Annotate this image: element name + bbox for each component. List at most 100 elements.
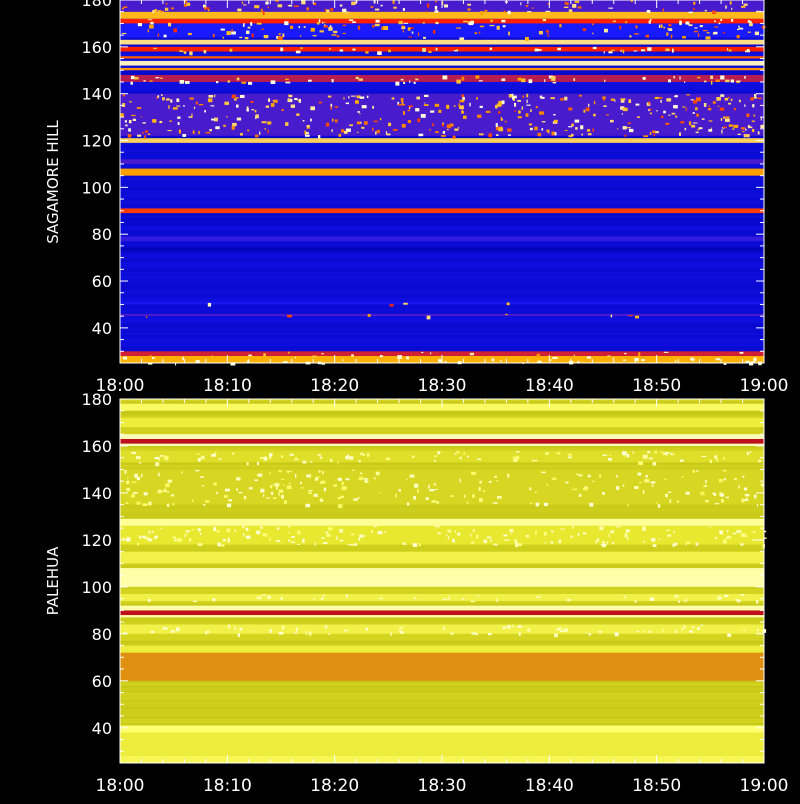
palehua-heatmap-speckle — [271, 491, 274, 495]
palehua-heatmap-speckle — [487, 632, 492, 636]
palehua-heatmap-speckle — [218, 458, 222, 460]
palehua-heatmap-speckle — [475, 633, 478, 636]
sagamore-hill-heatmap-band — [120, 67, 764, 71]
palehua-heatmap-speckle — [576, 473, 579, 475]
sagamore-hill-heatmap-speckle — [738, 25, 740, 28]
palehua-heatmap-speckle — [566, 598, 571, 602]
palehua-y-tick-label: 160 — [81, 437, 112, 456]
sagamore-hill-heatmap-speckle — [172, 107, 178, 110]
sagamore-hill-heatmap-speckle — [370, 6, 374, 8]
sagamore-hill-heatmap-speckle — [508, 94, 514, 98]
sagamore-hill-heatmap-speckle — [762, 26, 765, 29]
palehua-heatmap-speckle — [321, 537, 325, 539]
sagamore-hill-heatmap-speckle — [157, 33, 160, 37]
sagamore-hill-heatmap-speckle — [330, 8, 334, 12]
palehua-heatmap-speckle — [286, 485, 292, 490]
sagamore-hill-heatmap-speckle — [356, 131, 359, 133]
sagamore-hill-heatmap-speckle — [288, 4, 293, 7]
sagamore-hill-heatmap-speckle — [696, 113, 699, 117]
palehua-heatmap-band — [120, 725, 764, 733]
sagamore-hill-heatmap-speckle — [147, 29, 149, 33]
sagamore-hill-heatmap-speckle — [513, 95, 517, 99]
palehua-heatmap-speckle — [200, 476, 204, 478]
palehua-heatmap-speckle — [658, 538, 660, 540]
palehua-heatmap-speckle — [496, 598, 498, 603]
sagamore-hill-heatmap-speckle — [603, 105, 607, 107]
palehua-heatmap-speckle — [216, 530, 220, 533]
sagamore-hill-heatmap-row — [120, 281, 764, 284]
palehua-heatmap-row — [120, 504, 764, 508]
sagamore-hill-heatmap-speckle — [374, 23, 380, 27]
sagamore-hill-heatmap-speckle — [650, 19, 652, 21]
palehua-heatmap-speckle — [256, 596, 262, 600]
palehua-heatmap-row — [120, 427, 764, 430]
palehua-heatmap-speckle — [638, 481, 642, 483]
palehua-heatmap-speckle — [700, 624, 704, 626]
sagamore-hill-heatmap-speckle — [593, 100, 596, 105]
palehua-heatmap-speckle — [610, 530, 614, 534]
sagamore-hill-heatmap-speckle — [541, 121, 546, 123]
palehua-heatmap-speckle — [461, 598, 465, 600]
palehua-heatmap-speckle — [377, 531, 383, 535]
palehua-heatmap-speckle — [434, 455, 438, 458]
sagamore-hill-heatmap-speckle — [429, 128, 431, 131]
sagamore-hill-heatmap-band — [120, 302, 764, 305]
palehua-heatmap-speckle — [228, 499, 232, 502]
palehua-heatmap-speckle — [234, 626, 236, 630]
palehua-x-tick-label: 18:20 — [310, 776, 359, 796]
palehua-heatmap-speckle — [495, 480, 498, 482]
sagamore-hill-heatmap-speckle — [717, 105, 720, 107]
sagamore-hill-heatmap-speckle — [144, 135, 146, 139]
sagamore-hill-heatmap-speckle — [120, 113, 124, 117]
sagamore-hill-heatmap-speckle — [162, 97, 165, 101]
palehua-heatmap-speckle — [200, 533, 202, 535]
sagamore-hill-heatmap-speckle — [152, 10, 156, 13]
sagamore-hill-heatmap-speckle — [372, 105, 374, 109]
sagamore-hill-heatmap-speckle — [334, 119, 338, 123]
sagamore-hill-heatmap-speckle — [703, 103, 707, 107]
sagamore-hill-heatmap-speckle — [261, 28, 264, 30]
palehua-heatmap-speckle — [645, 474, 648, 478]
palehua-heatmap-speckle — [197, 543, 203, 546]
sagamore-hill-heatmap-speckle — [557, 47, 561, 51]
sagamore-hill-heatmap-speckle — [178, 129, 181, 134]
sagamore-hill-heatmap-speckle — [627, 122, 631, 125]
sagamore-hill-heatmap-speckle — [635, 315, 639, 319]
palehua-heatmap-speckle — [246, 535, 251, 539]
palehua-heatmap-speckle — [692, 626, 695, 629]
sagamore-hill-heatmap-speckle — [423, 36, 426, 39]
palehua-heatmap-speckle — [654, 450, 657, 454]
palehua-heatmap-speckle — [269, 537, 271, 542]
palehua-heatmap-row — [120, 591, 764, 594]
palehua-heatmap-speckle — [624, 533, 628, 538]
sagamore-hill-heatmap-speckle — [623, 359, 627, 361]
palehua-heatmap-speckle — [217, 542, 221, 547]
palehua-heatmap-speckle — [334, 485, 337, 487]
palehua-heatmap-speckle — [269, 485, 273, 489]
sagamore-hill-heatmap-row — [120, 316, 764, 319]
sagamore-hill-heatmap-row — [120, 91, 764, 94]
sagamore-hill-heatmap-speckle — [563, 6, 569, 8]
sagamore-hill-heatmap-speckle — [306, 125, 310, 129]
sagamore-hill-heatmap-speckle — [629, 35, 632, 38]
palehua-heatmap-speckle — [238, 491, 243, 494]
sagamore-hill-heatmap-speckle — [690, 99, 695, 101]
palehua-heatmap-speckle — [482, 490, 485, 492]
sagamore-hill-heatmap-speckle — [552, 81, 557, 84]
sagamore-hill-heatmap-row — [120, 58, 764, 61]
sagamore-hill-heatmap-speckle — [277, 4, 283, 8]
sagamore-hill-heatmap-speckle — [179, 50, 184, 53]
sagamore-hill-heatmap-speckle — [351, 354, 354, 357]
sagamore-hill-heatmap-speckle — [624, 352, 627, 355]
sagamore-hill-heatmap-speckle — [580, 125, 584, 130]
palehua-heatmap-speckle — [551, 477, 557, 481]
palehua-heatmap-speckle — [409, 474, 415, 478]
sagamore-hill-heatmap-speckle — [501, 19, 506, 23]
palehua-heatmap-speckle — [434, 525, 440, 528]
palehua-heatmap-speckle — [345, 478, 350, 481]
sagamore-hill-heatmap-speckle — [665, 122, 670, 125]
palehua-heatmap-row — [120, 549, 764, 552]
sagamore-hill-heatmap-speckle — [747, 126, 753, 129]
palehua-heatmap-speckle — [483, 539, 487, 543]
sagamore-hill-heatmap-band — [120, 313, 764, 317]
